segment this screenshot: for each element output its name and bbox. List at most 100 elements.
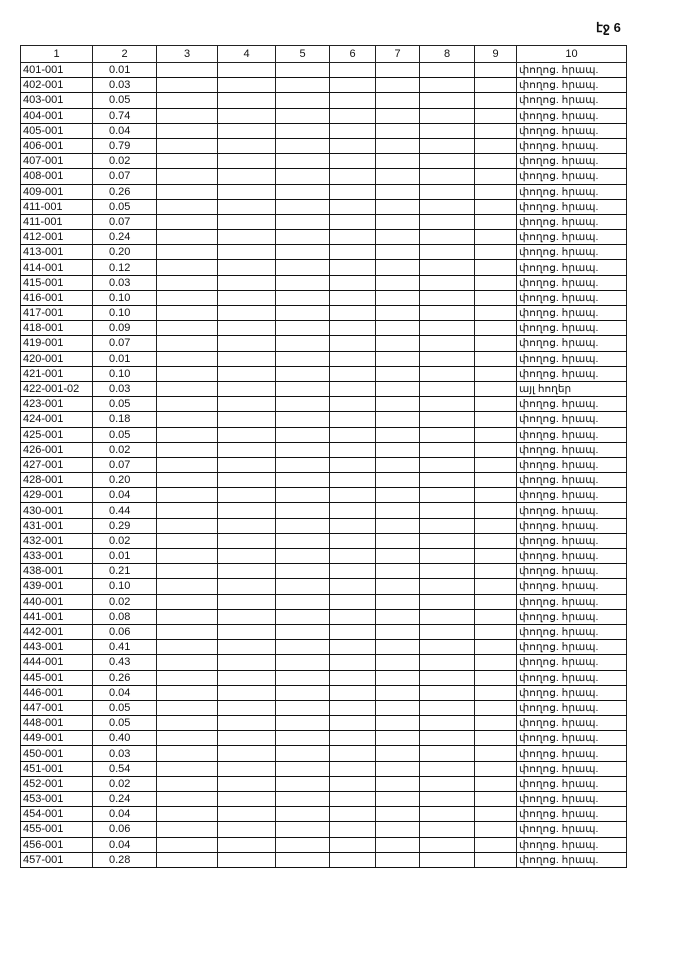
empty-cell bbox=[375, 274, 420, 291]
empty-cell bbox=[474, 745, 517, 762]
empty-cell bbox=[275, 441, 330, 458]
empty-cell bbox=[419, 107, 475, 124]
empty-cell bbox=[329, 623, 376, 641]
empty-cell bbox=[375, 426, 420, 443]
empty-cell bbox=[156, 168, 218, 185]
empty-cell bbox=[474, 92, 517, 109]
parcel-code: 449-001 bbox=[20, 730, 93, 747]
parcel-code: 451-001 bbox=[20, 760, 93, 777]
empty-cell bbox=[275, 775, 330, 793]
land-type: այլ հողեր bbox=[516, 380, 627, 398]
empty-cell bbox=[217, 168, 276, 185]
parcel-code: 411-001 bbox=[20, 198, 93, 215]
area-value: 0.21 bbox=[92, 563, 157, 580]
land-type: փողոց. հրապ. bbox=[516, 183, 627, 200]
table-row: 406-001 0.79 փողոց. հրապ. bbox=[20, 137, 627, 155]
empty-cell bbox=[275, 320, 330, 337]
table-row: 444-001 0.43 փողոց. հրապ. bbox=[20, 654, 627, 671]
empty-cell bbox=[275, 229, 330, 246]
empty-cell bbox=[419, 487, 475, 504]
column-header-9: 9 bbox=[474, 45, 517, 63]
land-type: փողոց. հրապ. bbox=[516, 502, 627, 519]
empty-cell bbox=[375, 335, 420, 352]
empty-cell bbox=[375, 244, 420, 261]
empty-cell bbox=[474, 168, 517, 185]
land-type: փողոց. հրապ. bbox=[516, 760, 627, 777]
area-value: 0.20 bbox=[92, 472, 157, 489]
empty-cell bbox=[474, 699, 517, 717]
area-value: 0.09 bbox=[92, 320, 157, 337]
empty-cell bbox=[474, 836, 517, 853]
area-value: 0.54 bbox=[92, 760, 157, 777]
parcel-code: 445-001 bbox=[20, 669, 93, 686]
empty-cell bbox=[156, 715, 218, 732]
empty-cell bbox=[375, 623, 420, 641]
empty-cell bbox=[329, 380, 376, 398]
empty-cell bbox=[275, 456, 330, 474]
area-value: 0.07 bbox=[92, 168, 157, 185]
area-value: 0.20 bbox=[92, 244, 157, 261]
land-type: փողոց. հրապ. bbox=[516, 77, 627, 94]
empty-cell bbox=[474, 502, 517, 519]
land-type: փողոց. հրապ. bbox=[516, 137, 627, 155]
empty-cell bbox=[217, 259, 276, 276]
empty-cell bbox=[375, 183, 420, 200]
empty-cell bbox=[375, 441, 420, 458]
parcel-code: 450-001 bbox=[20, 745, 93, 762]
empty-cell bbox=[156, 61, 218, 79]
empty-cell bbox=[275, 198, 330, 215]
empty-cell bbox=[156, 411, 218, 428]
parcel-code: 424-001 bbox=[20, 411, 93, 428]
empty-cell bbox=[474, 654, 517, 671]
table-row: 455-001 0.06 փողոց. հրապ. bbox=[20, 821, 627, 838]
empty-cell bbox=[375, 213, 420, 231]
empty-cell bbox=[474, 487, 517, 504]
land-type: փողոց. հրապ. bbox=[516, 608, 627, 625]
empty-cell bbox=[474, 107, 517, 124]
empty-cell bbox=[419, 122, 475, 139]
empty-cell bbox=[217, 229, 276, 246]
empty-cell bbox=[419, 669, 475, 686]
area-value: 0.05 bbox=[92, 715, 157, 732]
empty-cell bbox=[375, 745, 420, 762]
empty-cell bbox=[419, 654, 475, 671]
empty-cell bbox=[156, 532, 218, 550]
empty-cell bbox=[217, 608, 276, 625]
empty-cell bbox=[375, 699, 420, 717]
empty-cell bbox=[217, 380, 276, 398]
empty-cell bbox=[329, 289, 376, 307]
empty-cell bbox=[275, 213, 330, 231]
empty-cell bbox=[474, 183, 517, 200]
empty-cell bbox=[474, 547, 517, 565]
empty-cell bbox=[217, 502, 276, 519]
empty-cell bbox=[217, 699, 276, 717]
empty-cell bbox=[329, 168, 376, 185]
parcel-code: 444-001 bbox=[20, 654, 93, 671]
land-type: փողոց. հրապ. bbox=[516, 745, 627, 762]
empty-cell bbox=[275, 836, 330, 853]
empty-cell bbox=[217, 92, 276, 109]
empty-cell bbox=[156, 122, 218, 139]
parcel-code: 416-001 bbox=[20, 289, 93, 307]
table-row: 449-001 0.40 փողոց. հրապ. bbox=[20, 730, 627, 747]
empty-cell bbox=[217, 335, 276, 352]
land-type: փողոց. հրապ. bbox=[516, 623, 627, 641]
empty-cell bbox=[275, 578, 330, 595]
empty-cell bbox=[474, 760, 517, 777]
table-row: 451-001 0.54 փողոց. հրապ. bbox=[20, 760, 627, 777]
area-value: 0.10 bbox=[92, 365, 157, 382]
empty-cell bbox=[217, 593, 276, 610]
empty-cell bbox=[275, 396, 330, 413]
land-type: փողոց. հրապ. bbox=[516, 593, 627, 610]
empty-cell bbox=[329, 669, 376, 686]
empty-cell bbox=[217, 411, 276, 428]
area-value: 0.05 bbox=[92, 92, 157, 109]
empty-cell bbox=[375, 608, 420, 625]
parcel-code: 404-001 bbox=[20, 107, 93, 124]
area-value: 0.10 bbox=[92, 289, 157, 307]
empty-cell bbox=[329, 730, 376, 747]
parcel-code: 411-001 bbox=[20, 213, 93, 231]
table-row: 456-001 0.04 փողոց. հրապ. bbox=[20, 836, 627, 853]
land-type: փողոց. հրապ. bbox=[516, 806, 627, 823]
area-value: 0.41 bbox=[92, 639, 157, 656]
